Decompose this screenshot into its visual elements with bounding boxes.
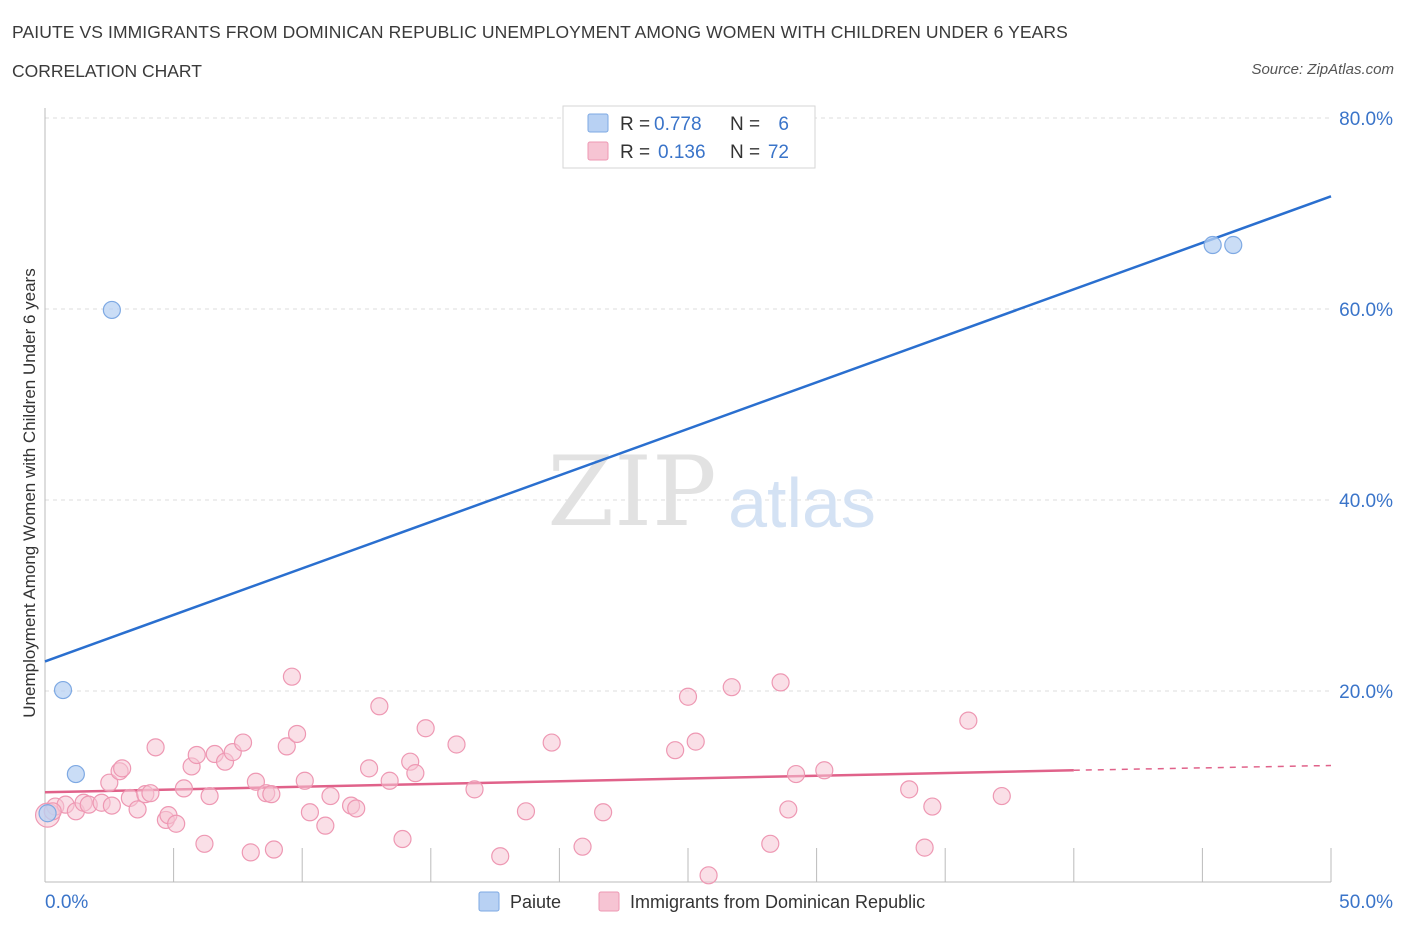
dr-point	[277, 737, 296, 756]
legend-dr-label: Immigrants from Dominican Republic	[630, 892, 925, 912]
trend-layer	[44, 195, 1332, 794]
dr-point	[113, 759, 132, 778]
dr-point	[542, 733, 561, 752]
dr-point	[465, 780, 484, 799]
dr-point	[370, 697, 389, 716]
paiute-point	[53, 680, 73, 700]
point-layer	[34, 235, 1243, 885]
dr-point	[321, 786, 340, 806]
dr-point	[786, 764, 806, 784]
dr-point	[167, 814, 186, 833]
dr-point	[359, 759, 379, 778]
dr-point	[195, 834, 214, 853]
dr-point	[815, 761, 834, 780]
paiute-point	[38, 804, 57, 823]
dr-point	[915, 838, 934, 857]
dr-n-value: 72	[768, 142, 789, 163]
dr-point	[241, 843, 260, 862]
dr-point	[923, 797, 942, 816]
dr-point	[686, 732, 705, 751]
watermark: ZIP atlas	[547, 436, 876, 548]
paiute-trend-line	[44, 195, 1332, 663]
grid-layer	[45, 117, 1331, 692]
chart-subtitle: CORRELATION CHART	[12, 61, 202, 81]
x-tick-label-min: 0.0%	[45, 892, 88, 913]
dr-point	[295, 771, 314, 790]
dr-point	[300, 803, 320, 822]
dr-point	[491, 847, 510, 866]
x-tick-label-max: 50.0%	[1339, 892, 1393, 913]
dr-point	[200, 786, 219, 806]
paiute-n-label: N =	[730, 114, 760, 135]
dr-r-label: R =	[620, 142, 650, 163]
source-credit: Source: ZipAtlas.com	[1251, 61, 1394, 78]
y-tick-label: 80.0%	[1339, 109, 1393, 130]
watermark-atlas: atlas	[728, 464, 876, 542]
dr-r-value: 0.136	[658, 142, 706, 163]
dr-trend-line	[44, 769, 1074, 794]
dr-point	[666, 741, 685, 760]
dr-point	[262, 785, 281, 804]
stats-legend: R = 0.778 N = 6 R = 0.136 N = 72	[562, 105, 816, 169]
axis-layer	[44, 108, 1332, 883]
y-tick-label: 60.0%	[1339, 300, 1393, 321]
dr-point	[699, 866, 718, 885]
dr-point	[146, 738, 165, 757]
dr-point	[246, 772, 266, 791]
dr-point	[900, 780, 919, 799]
y-axis-title: Unemployment Among Women with Children U…	[20, 268, 39, 718]
paiute-n-value: 6	[778, 114, 789, 135]
paiute-r-label: R =	[620, 114, 650, 135]
legend-paiute-swatch	[478, 891, 500, 912]
chart-title: PAIUTE VS IMMIGRANTS FROM DOMINICAN REPU…	[12, 22, 1068, 42]
dr-point	[447, 735, 466, 754]
dr-point	[380, 771, 399, 790]
series-legend: Paiute Immigrants from Dominican Republi…	[478, 891, 925, 912]
dr-point	[516, 802, 536, 821]
dr-point	[282, 667, 302, 686]
legend-dr-swatch	[598, 891, 620, 912]
y-tick-label: 40.0%	[1339, 491, 1393, 512]
dr-n-label: N =	[730, 142, 760, 163]
paiute-point	[1224, 235, 1243, 255]
dr-point	[678, 687, 698, 706]
dr-point	[393, 829, 412, 849]
dr-point	[594, 803, 613, 822]
dr-point	[141, 784, 160, 803]
dr-point	[347, 799, 366, 818]
paiute-point	[102, 300, 121, 320]
dr-point	[102, 796, 121, 815]
dr-point	[992, 786, 1011, 806]
y-tick-label: 20.0%	[1339, 682, 1393, 703]
dr-point	[100, 773, 119, 792]
dr-trend-extension	[1073, 764, 1332, 772]
paiute-point	[1203, 235, 1222, 255]
dr-point	[316, 816, 335, 835]
dr-point	[287, 724, 307, 744]
dr-point	[779, 800, 798, 819]
watermark-zip: ZIP	[547, 436, 716, 548]
dr-point	[174, 779, 193, 798]
dr-point	[573, 837, 592, 856]
label-layer: 20.0% 40.0% 60.0% 80.0% 0.0% 50.0%	[45, 109, 1393, 913]
dr-point	[771, 673, 790, 692]
dr-point	[761, 834, 780, 853]
dr-point	[187, 745, 206, 765]
dr-swatch	[587, 141, 609, 161]
dr-point	[264, 840, 284, 859]
paiute-r-value: 0.778	[654, 114, 702, 135]
paiute-swatch	[587, 113, 609, 133]
dr-point	[233, 733, 253, 752]
dr-point	[416, 719, 435, 738]
legend-paiute-label: Paiute	[510, 892, 561, 912]
paiute-point	[66, 764, 85, 784]
dr-point	[959, 711, 978, 730]
dr-point	[406, 764, 425, 783]
dr-point	[722, 678, 741, 697]
dr-point	[128, 800, 147, 819]
